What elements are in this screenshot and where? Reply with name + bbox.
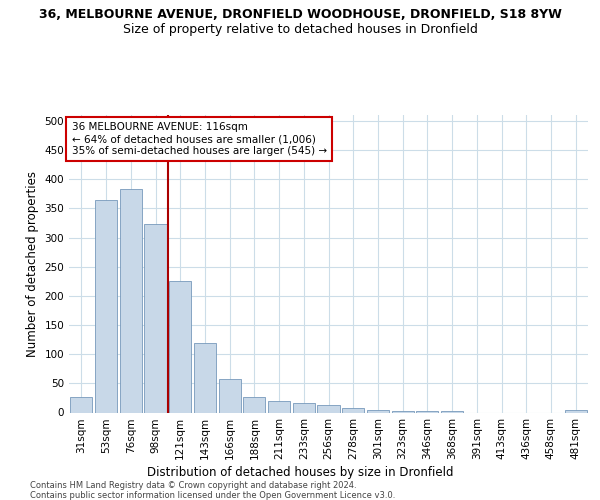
Bar <box>70 398 92 412</box>
Bar <box>367 410 389 412</box>
Bar <box>194 342 216 412</box>
Bar <box>268 401 290 412</box>
Bar <box>145 224 167 412</box>
Bar <box>342 408 364 412</box>
Bar <box>95 200 117 412</box>
Bar <box>218 378 241 412</box>
Text: Size of property relative to detached houses in Dronfield: Size of property relative to detached ho… <box>122 22 478 36</box>
Bar <box>293 403 315 412</box>
Bar <box>243 397 265 412</box>
Text: Distribution of detached houses by size in Dronfield: Distribution of detached houses by size … <box>147 466 453 479</box>
Text: 36 MELBOURNE AVENUE: 116sqm
← 64% of detached houses are smaller (1,006)
35% of : 36 MELBOURNE AVENUE: 116sqm ← 64% of det… <box>71 122 327 156</box>
Text: Contains HM Land Registry data © Crown copyright and database right 2024.: Contains HM Land Registry data © Crown c… <box>30 481 356 490</box>
Bar <box>565 410 587 412</box>
Bar <box>169 281 191 412</box>
Bar <box>317 405 340 412</box>
Text: 36, MELBOURNE AVENUE, DRONFIELD WOODHOUSE, DRONFIELD, S18 8YW: 36, MELBOURNE AVENUE, DRONFIELD WOODHOUS… <box>38 8 562 20</box>
Text: Contains public sector information licensed under the Open Government Licence v3: Contains public sector information licen… <box>30 491 395 500</box>
Y-axis label: Number of detached properties: Number of detached properties <box>26 171 39 357</box>
Bar <box>119 189 142 412</box>
